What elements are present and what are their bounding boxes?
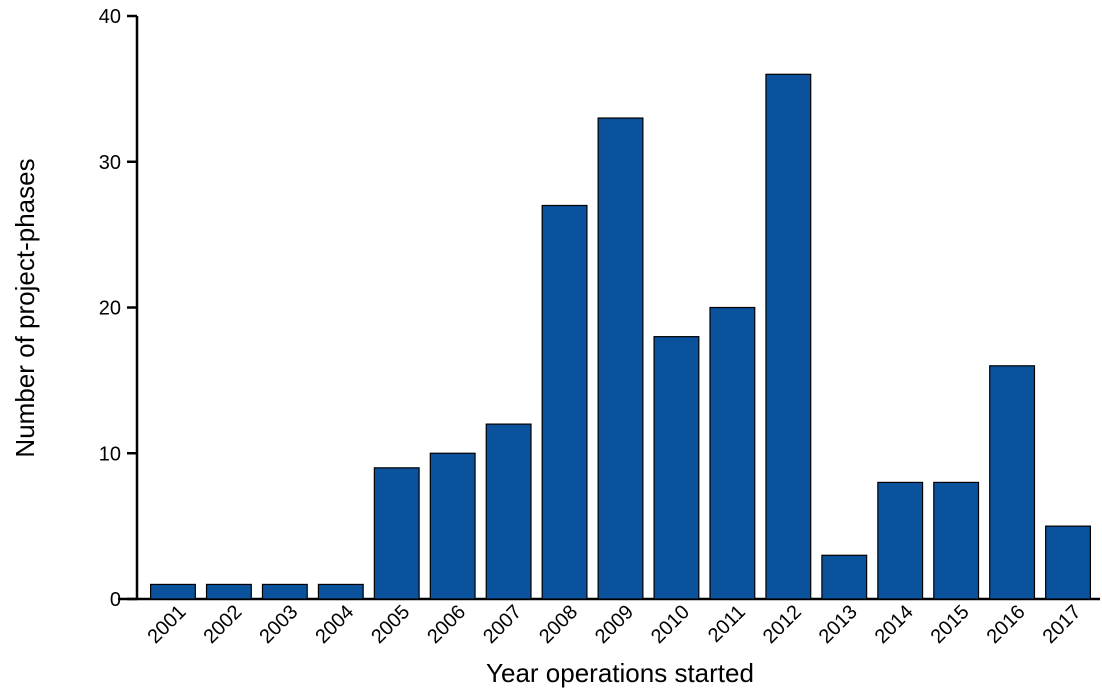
bar bbox=[429, 452, 476, 600]
bar bbox=[597, 117, 644, 600]
x-tick-label: 2016 bbox=[983, 601, 1030, 648]
bar bbox=[541, 204, 588, 600]
bar bbox=[877, 481, 924, 600]
bar bbox=[149, 583, 196, 600]
bar bbox=[261, 583, 308, 600]
y-tick-label: 40 bbox=[99, 6, 121, 28]
x-tick-label: 2006 bbox=[423, 601, 470, 648]
bar bbox=[989, 365, 1036, 600]
x-axis-title: Year operations started bbox=[486, 658, 754, 688]
x-tick-label: 2011 bbox=[704, 601, 750, 647]
x-tick-label: 2004 bbox=[311, 601, 358, 648]
x-tick-label: 2005 bbox=[367, 601, 414, 648]
x-tick-label: 2002 bbox=[199, 601, 246, 648]
y-tick-label: 30 bbox=[99, 152, 121, 174]
bar bbox=[653, 336, 700, 600]
x-tick-label: 2008 bbox=[535, 601, 582, 648]
bar bbox=[933, 481, 980, 600]
x-tick-label: 2013 bbox=[815, 601, 862, 648]
y-tick-label: 10 bbox=[99, 443, 121, 465]
bar bbox=[709, 306, 756, 600]
y-tick-label: 20 bbox=[99, 298, 121, 320]
x-tick-label: 2001 bbox=[143, 601, 190, 648]
bar bbox=[821, 554, 868, 600]
bar bbox=[373, 467, 420, 600]
x-tick-label: 2014 bbox=[871, 601, 918, 648]
x-tick-label: 2003 bbox=[255, 601, 302, 648]
x-tick-label: 2012 bbox=[759, 601, 806, 648]
bar bbox=[317, 583, 364, 600]
bar bbox=[205, 583, 252, 600]
x-tick-label: 2010 bbox=[647, 601, 694, 648]
y-axis-title: Number of project-phases bbox=[10, 158, 40, 457]
x-tick-label: 2007 bbox=[479, 601, 526, 648]
y-tick-label: 0 bbox=[110, 589, 121, 611]
bar bbox=[765, 73, 812, 600]
x-tick-label: 2009 bbox=[591, 601, 638, 648]
bar bbox=[1045, 525, 1092, 600]
bar bbox=[485, 423, 532, 600]
x-tick-label: 2015 bbox=[927, 601, 974, 648]
x-tick-label: 2017 bbox=[1039, 601, 1086, 648]
